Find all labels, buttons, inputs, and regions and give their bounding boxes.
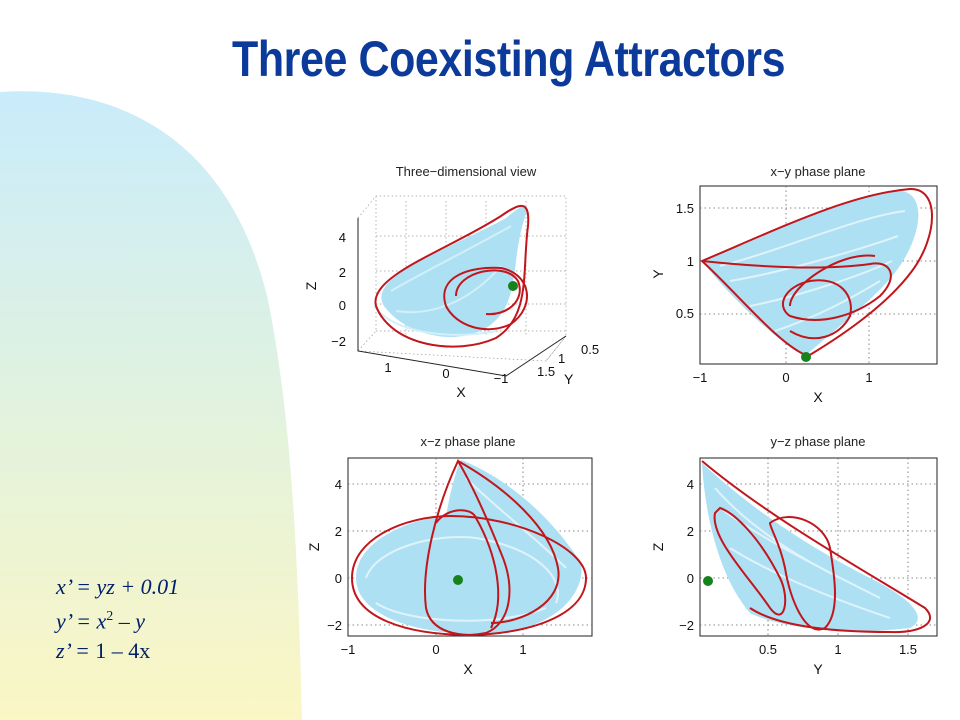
- equation-y: y’ = x2 – y: [56, 608, 146, 634]
- svg-text:−2: −2: [679, 618, 694, 633]
- periodic-orbit: [701, 460, 932, 634]
- svg-text:1.5: 1.5: [676, 201, 694, 216]
- svg-text:1: 1: [384, 360, 391, 375]
- svg-text:2: 2: [335, 524, 342, 539]
- y-axis-label: Z: [650, 542, 666, 551]
- x-axis-label: X: [456, 384, 466, 400]
- svg-text:−1: −1: [341, 642, 356, 657]
- chart-xy-phase-plane: x−y phase plane 0.5 1 1.5 Y −1 0 1: [640, 156, 950, 406]
- chart-yz-phase-plane: y−z phase plane 4 2 0 −2 Z 0.5 1 1.5: [640, 428, 950, 688]
- svg-text:1: 1: [687, 254, 694, 269]
- attractor-cloud: [373, 206, 527, 337]
- y-axis-label: Y: [650, 269, 666, 279]
- svg-text:2: 2: [339, 265, 346, 280]
- svg-text:2: 2: [687, 524, 694, 539]
- slide-title: Three Coexisting Attractors: [232, 31, 786, 87]
- y-tick-labels: 0.5 1 1.5: [676, 201, 694, 321]
- svg-text:−1: −1: [693, 370, 708, 385]
- x-tick-labels: −1 0 1: [341, 642, 527, 657]
- svg-text:1: 1: [865, 370, 872, 385]
- y-axis-label: Y: [564, 371, 574, 387]
- svg-text:0: 0: [432, 642, 439, 657]
- svg-text:0: 0: [687, 571, 694, 586]
- chart-xz-phase-plane: x−z phase plane 4 2 0 −2 Z −1 0: [296, 428, 626, 688]
- svg-text:−2: −2: [331, 334, 346, 349]
- svg-text:0: 0: [339, 298, 346, 313]
- z-tick-labels: 4 2 0 −2: [331, 230, 346, 349]
- fixed-point-marker: [508, 281, 518, 291]
- system-equations: x’ = yz + 0.01 y’ = x2 – y z’ = 1 – 4x: [56, 572, 179, 666]
- svg-text:0: 0: [442, 366, 449, 381]
- svg-text:4: 4: [339, 230, 346, 245]
- x-tick-labels: 1 0 −1: [384, 360, 508, 386]
- chart-title: x−y phase plane: [770, 164, 865, 179]
- y-tick-labels: 0.5 1 1.5: [537, 342, 599, 379]
- periodic-orbit: [374, 205, 530, 348]
- x-tick-labels: 0.5 1 1.5: [759, 642, 917, 657]
- svg-text:4: 4: [687, 477, 694, 492]
- chart-3d-view: Three−dimensional view 4 2 0: [296, 156, 626, 406]
- equation-z: z’ = 1 – 4x: [56, 638, 151, 664]
- axes-3d: [357, 218, 567, 377]
- svg-text:0: 0: [782, 370, 789, 385]
- equation-x: x’ = yz + 0.01: [56, 574, 180, 599]
- x-axis-label: X: [463, 661, 473, 677]
- svg-text:1.5: 1.5: [899, 642, 917, 657]
- svg-text:1: 1: [558, 351, 565, 366]
- fixed-point-marker: [801, 352, 811, 362]
- svg-text:0.5: 0.5: [581, 342, 599, 357]
- svg-text:4: 4: [335, 477, 342, 492]
- svg-text:−2: −2: [327, 618, 342, 633]
- x-axis-label: X: [813, 389, 823, 405]
- periodic-orbit: [700, 187, 933, 358]
- periodic-orbit: [350, 458, 588, 637]
- svg-text:1: 1: [519, 642, 526, 657]
- grid-3d: [357, 195, 567, 362]
- x-tick-labels: −1 0 1: [693, 370, 873, 385]
- y-tick-labels: 4 2 0 −2: [327, 477, 342, 633]
- chart-title: x−z phase plane: [420, 434, 515, 449]
- fixed-point-marker: [453, 575, 463, 585]
- y-axis-label: Z: [306, 542, 322, 551]
- svg-text:0.5: 0.5: [676, 306, 694, 321]
- svg-text:1: 1: [834, 642, 841, 657]
- svg-text:0.5: 0.5: [759, 642, 777, 657]
- chart-title: y−z phase plane: [770, 434, 865, 449]
- svg-text:0: 0: [335, 571, 342, 586]
- z-axis-label: Z: [303, 281, 319, 290]
- x-axis-label: Y: [813, 661, 823, 677]
- attractor-cloud: [356, 460, 582, 634]
- svg-text:−1: −1: [494, 371, 509, 386]
- y-tick-labels: 4 2 0 −2: [679, 477, 694, 633]
- chart-title: Three−dimensional view: [396, 164, 537, 179]
- svg-text:1.5: 1.5: [537, 364, 555, 379]
- fixed-point-marker: [703, 576, 713, 586]
